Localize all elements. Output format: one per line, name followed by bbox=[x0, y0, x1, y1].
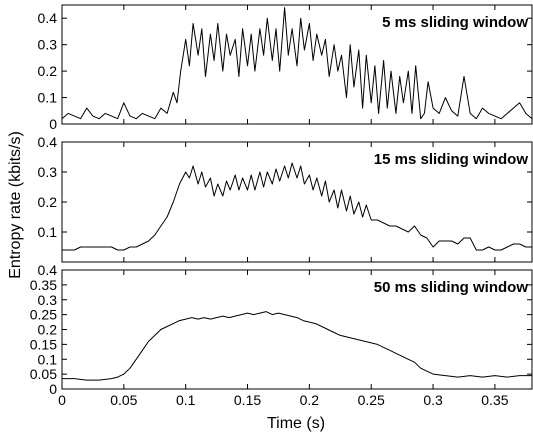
panel-3: 00.050.10.150.20.250.30.350.4 50 ms slidi… bbox=[30, 262, 533, 397]
panel-title: 50 ms sliding window bbox=[374, 279, 529, 296]
y-tick-label: 0.15 bbox=[30, 336, 57, 352]
x-tick-label: 0 bbox=[58, 392, 66, 408]
x-axis-label: Time (s) bbox=[267, 415, 325, 432]
y-tick-label: 0.2 bbox=[38, 194, 58, 210]
x-tick-label: 0.1 bbox=[176, 392, 196, 408]
panel-title: 15 ms sliding window bbox=[374, 151, 529, 168]
y-tick-label: 0.3 bbox=[38, 292, 58, 308]
y-tick-label: 0.25 bbox=[30, 307, 57, 323]
y-tick-label: 0.2 bbox=[38, 322, 58, 338]
y-tick-label: 0.1 bbox=[38, 224, 58, 240]
panels-group: 00.10.20.30.4 5 ms sliding window0.10.20.… bbox=[30, 4, 533, 408]
y-tick-label: 0.35 bbox=[30, 277, 57, 293]
x-tick-label: 0.05 bbox=[110, 392, 137, 408]
panel-frame bbox=[61, 4, 533, 125]
panel-title: 5 ms sliding window bbox=[382, 14, 528, 31]
x-tick-label: 0.35 bbox=[481, 392, 508, 408]
y-tick-label: 0.05 bbox=[30, 366, 57, 382]
x-tick-label: 0.15 bbox=[234, 392, 261, 408]
y-tick-label: 0 bbox=[49, 116, 57, 132]
y-tick-label: 0.4 bbox=[38, 10, 58, 26]
y-tick-label: 0.3 bbox=[38, 164, 58, 180]
y-tick-label: 0.3 bbox=[38, 37, 58, 53]
series-line bbox=[62, 311, 532, 381]
panel-2: 0.1 0.2 0.3 0.4 15 ms sliding window bbox=[38, 134, 533, 263]
y-tick-label: 0 bbox=[49, 381, 57, 397]
series-line bbox=[61, 7, 533, 120]
y-tick-label: 0.1 bbox=[38, 90, 58, 106]
y-tick-label: 0.1 bbox=[38, 351, 58, 367]
y-tick-label: 0.4 bbox=[38, 134, 58, 150]
x-tick-label: 0.25 bbox=[358, 392, 385, 408]
x-tick-label: 0.2 bbox=[300, 392, 320, 408]
y-tick-label: 0.2 bbox=[38, 63, 58, 79]
panel-1: 0 0.1 0.2 0.3 0.4 5 ms sliding window bbox=[38, 4, 533, 132]
y-axis-label: Entropy rate (kbits/s) bbox=[7, 131, 24, 279]
series-line bbox=[62, 162, 532, 251]
y-tick-label: 0.4 bbox=[38, 262, 58, 278]
x-tick-label: 0.3 bbox=[423, 392, 443, 408]
